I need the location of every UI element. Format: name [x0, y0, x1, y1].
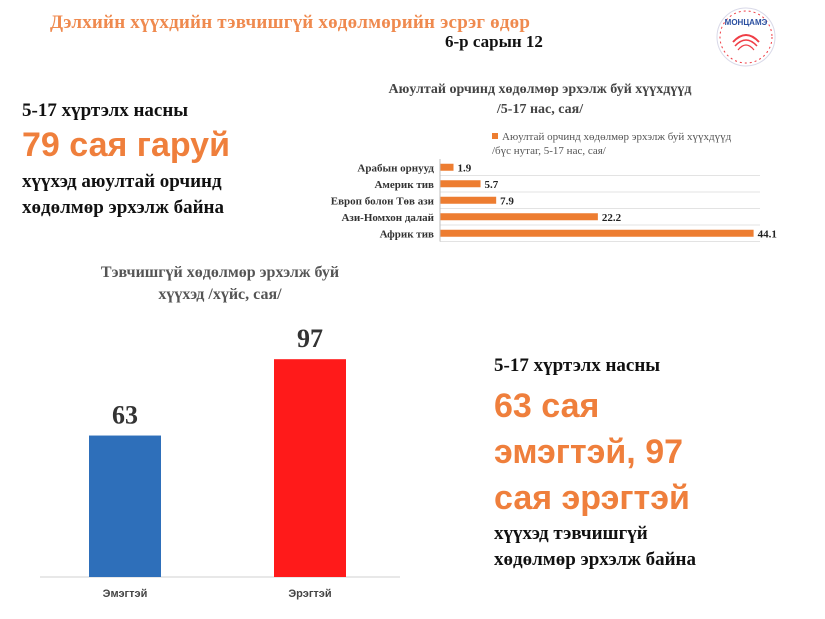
value-label: 7.9 — [500, 195, 514, 207]
fact-gender-children: 5-17 хүртэлх насны 63 сая эмэгтэй, 97 са… — [494, 355, 696, 573]
gender-bar-chart: 63 Эмэгтэй 97 Эрэгтэй — [40, 324, 400, 600]
category-label: Эрэгтэй — [288, 588, 331, 600]
logo-text: МОНЦАМЭ — [725, 18, 768, 27]
category-label: Европ болон Төв ази — [331, 195, 435, 207]
chart1-legend: Аюултай орчинд хөдөлмөр эрхэлж буй хүүхд… — [492, 130, 782, 158]
fact2-big-line2: эмэгтэй, 97 — [494, 433, 684, 471]
gender-bar — [274, 359, 346, 577]
date-label: 6-р сарын 12 — [445, 32, 543, 51]
fact2-line1: 5-17 хүртэлх насны — [494, 355, 661, 376]
value-label: 22.2 — [602, 212, 622, 224]
chart1-title: Аюултай орчинд хөдөлмөр эрхэлж буй хүүхд… — [330, 80, 750, 120]
fact2-big-line3: сая эрэгтэй — [494, 479, 690, 517]
region-bar — [440, 163, 454, 171]
region-bar — [440, 180, 481, 188]
chart2-title-line1: Тэвчишгүй хөдөлмөр эрхэлж буй — [100, 264, 340, 281]
fact2-big-line1: 63 сая — [494, 387, 600, 425]
category-label: Америк тив — [374, 179, 434, 191]
region-bar — [440, 196, 497, 204]
fact1-line3: хүүхэд аюултай орчинд — [22, 171, 222, 192]
legend-swatch — [492, 133, 498, 139]
chart2-title-line2: хүүхэд /хүйс, сая/ — [158, 286, 282, 303]
value-label: 44.1 — [758, 228, 777, 240]
value-label: 97 — [297, 324, 323, 353]
fact2-line5: хүүхэд тэвчишгүй — [494, 523, 648, 544]
chart1-legend-line1: Аюултай орчинд хөдөлмөр эрхэлж буй хүүхд… — [502, 131, 732, 143]
fact1-line4: хөдөлмөр эрхэлж байна — [22, 197, 225, 218]
region-bar — [440, 213, 598, 221]
category-label: Эмэгтэй — [103, 588, 148, 600]
gender-bar — [89, 435, 161, 577]
chart1-title-line2: /5-17 нас, сая/ — [496, 102, 584, 117]
value-label: 63 — [112, 401, 138, 430]
value-label: 5.7 — [485, 179, 499, 191]
chart2-title: Тэвчишгүй хөдөлмөр эрхэлж буй хүүхэд /хү… — [60, 262, 380, 306]
fact1-line1: 5-17 хүртэлх насны — [22, 100, 189, 121]
fact-hazardous-children: 5-17 хүртэлх насны 79 сая гаруй хүүхэд а… — [22, 100, 230, 221]
value-label: 1.9 — [458, 162, 472, 174]
region-bar — [440, 229, 754, 237]
fact1-big-number: 79 сая гаруй — [22, 126, 230, 164]
montsame-logo: МОНЦАМЭ — [716, 7, 776, 67]
page-title: Дэлхийн хүүхдийн тэвчишгүй хөдөлмөрийн э… — [50, 12, 531, 33]
chart1-title-line1: Аюултай орчинд хөдөлмөр эрхэлж буй хүүхд… — [388, 82, 692, 97]
region-bar-chart: Арабын орнууд 1.9 Америк тив 5.7 Европ болон… — [331, 159, 777, 242]
category-label: Африк тив — [380, 228, 434, 240]
category-label: Ази-Номхон далай — [341, 212, 434, 224]
fact2-line6: хөдөлмөр эрхэлж байна — [494, 549, 697, 570]
category-label: Арабын орнууд — [357, 162, 434, 174]
chart1-legend-line2: /бүс нутаг, 5-17 нас, сая/ — [492, 145, 606, 157]
